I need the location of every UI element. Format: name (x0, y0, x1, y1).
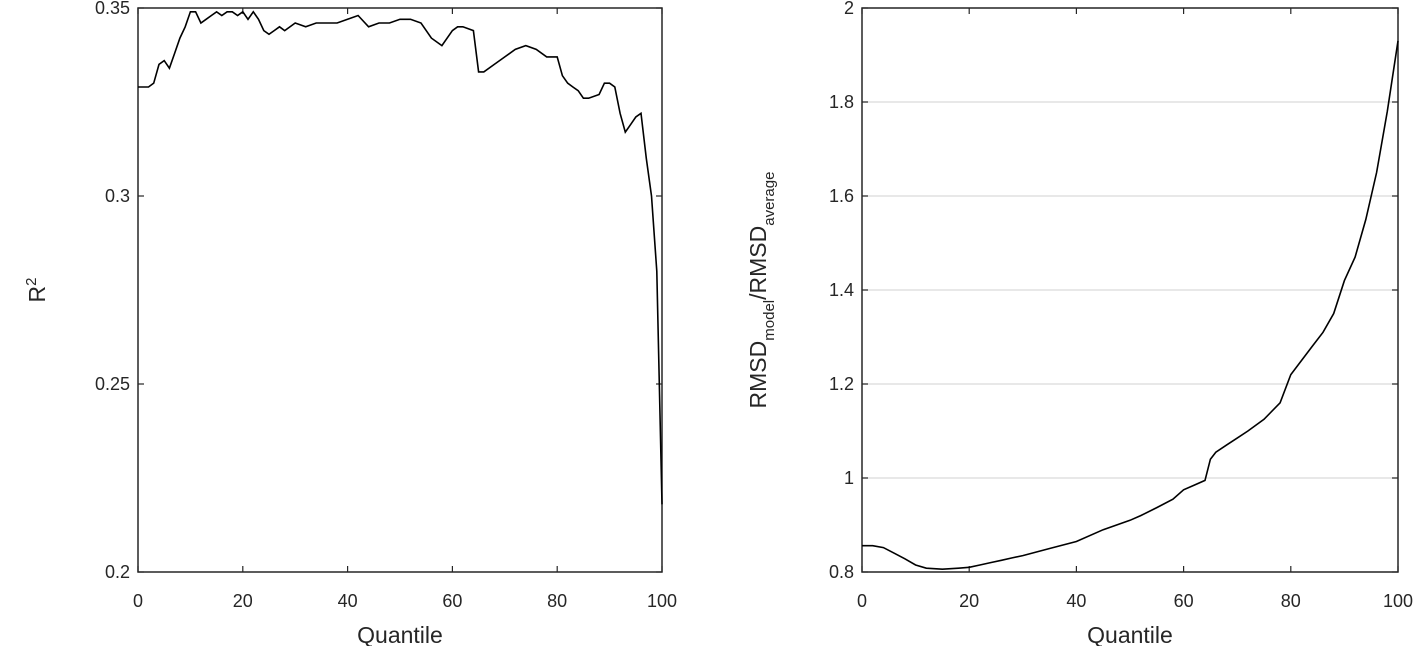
x-tick-label: 80 (547, 591, 567, 611)
x-tick-label: 40 (1066, 591, 1086, 611)
x-tick-label: 0 (133, 591, 143, 611)
y-tick-label: 1 (844, 468, 854, 488)
right-y-axis-label: RMSDmodel/RMSDaverage (745, 172, 778, 409)
x-tick-label: 0 (857, 591, 867, 611)
x-tick-label: 20 (233, 591, 253, 611)
right-x-axis-label: Quantile (1087, 622, 1173, 646)
left-y-axis-label: R2 (23, 278, 50, 303)
x-tick-label: 100 (647, 591, 677, 611)
y-tick-label: 0.35 (95, 0, 130, 18)
r-squared-series-line (138, 10, 663, 505)
y-tick-label: 0.3 (105, 186, 130, 206)
rmsd-ratio-series-line (862, 40, 1399, 571)
right-x-tick-labels: 0 20 40 60 80 100 (857, 591, 1413, 611)
x-tick-label: 20 (959, 591, 979, 611)
y-tick-label: 1.8 (829, 92, 854, 112)
x-tick-label: 60 (1174, 591, 1194, 611)
x-tick-label: 40 (338, 591, 358, 611)
x-tick-label: 60 (442, 591, 462, 611)
left-plot-frame (137, 7, 663, 573)
y-tick-label: 0.25 (95, 374, 130, 394)
x-tick-label: 80 (1281, 591, 1301, 611)
rmsd-ratio-chart: 0.811.21.41.61.82 0 20 40 60 80 100 Quantile … (745, 0, 1413, 646)
left-y-tick-labels: 0.2 0.25 0.3 0.35 (95, 0, 130, 582)
right-ticks (861, 7, 1399, 573)
y-tick-label: 0.8 (829, 562, 854, 582)
y-tick-label: 1.4 (829, 280, 854, 300)
y-tick-label: 0.2 (105, 562, 130, 582)
y-tick-label: 1.2 (829, 374, 854, 394)
left-x-tick-labels: 0 20 40 60 80 100 (133, 591, 677, 611)
left-ticks (137, 7, 663, 573)
right-y-tick-labels: 0.8 1 1.2 1.4 1.6 1.8 2 (829, 0, 854, 582)
left-x-axis-label: Quantile (357, 622, 443, 646)
y-tick-label: 1.6 (829, 186, 854, 206)
x-tick-label: 100 (1383, 591, 1413, 611)
r-squared-chart: 0.2 0.25 0.3 0.35 0 20 40 60 80 100 Quantile R2 (23, 0, 677, 646)
y-tick-label: 2 (844, 0, 854, 18)
